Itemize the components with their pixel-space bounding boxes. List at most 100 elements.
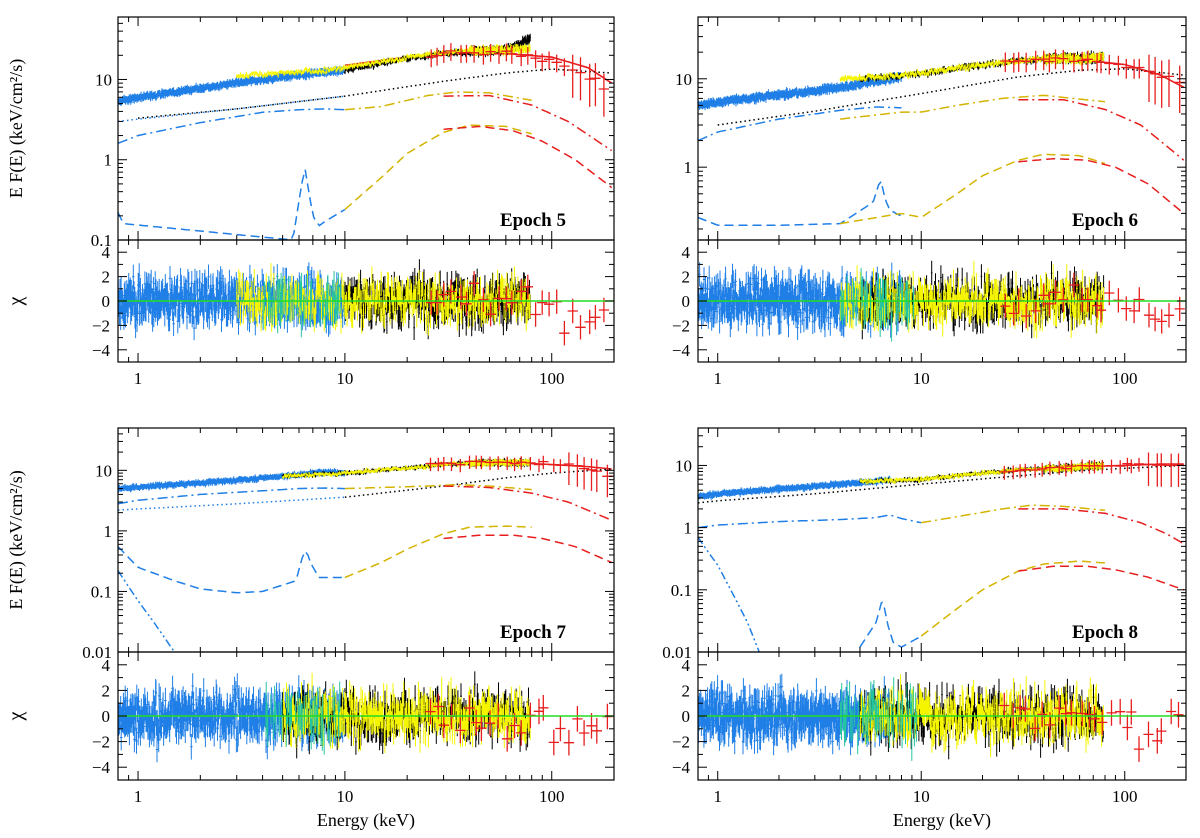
y-tick-label: 0.01: [662, 643, 692, 662]
y-tick-label: 0.01: [82, 643, 112, 662]
model-component-2: [698, 514, 922, 529]
model-component-6: [920, 560, 1106, 637]
residual-plot: [118, 671, 613, 763]
model-component-5: [698, 179, 902, 227]
model-component-2: [344, 468, 612, 498]
x-tick-label: 10: [913, 369, 930, 388]
resid-tick-label: 2: [682, 268, 691, 287]
resid-tick-label: −4: [92, 758, 111, 777]
spectrum-plot: [698, 452, 1185, 652]
x-tick-label: 100: [539, 787, 565, 806]
model-component-6: [840, 153, 1106, 225]
resid-axis-label: χ: [5, 296, 27, 306]
resid-tick-label: −4: [672, 758, 691, 777]
y-tick-label: 10: [95, 461, 112, 480]
x-tick-label: 1: [134, 787, 143, 806]
residual-overlap: [265, 681, 341, 755]
resid-tick-label: 0: [682, 707, 691, 726]
resid-tick-label: −2: [672, 733, 690, 752]
x-tick-label: 100: [1112, 369, 1138, 388]
model-component-5: [443, 485, 612, 521]
data-bat: [1000, 49, 1185, 113]
data-bat: [426, 43, 609, 117]
model-component-7: [1018, 565, 1185, 591]
y-tick-label: 0.1: [91, 582, 112, 601]
model-component-4: [1018, 98, 1185, 161]
resid-tick-label: 0: [682, 292, 691, 311]
model-component-6: [118, 169, 346, 240]
y-tick-label: 10: [95, 70, 112, 89]
y-tick-label: 0.1: [91, 231, 112, 250]
spectrum-frame: [117, 16, 615, 241]
resid-tick-label: 4: [682, 656, 691, 675]
model-component-8: [443, 534, 612, 564]
model-component-7: [344, 124, 532, 211]
resid-tick-label: 0: [102, 707, 111, 726]
epoch-label: Epoch 8: [1072, 622, 1138, 643]
model-component-4: [344, 483, 532, 491]
y-tick-label: 0.1: [671, 581, 692, 600]
x-axis-label: Energy (keV): [893, 810, 991, 831]
model-component-9: [118, 570, 176, 652]
panel-epoch-8: 1 10 100 0.01 0.1 1 10 −4 −2 0 2 4 Epoch 8 Energy (ke…: [662, 427, 1187, 831]
resid-axis-label: χ: [5, 711, 27, 721]
y-tick-label: 1: [104, 522, 113, 541]
model-component-2: [698, 106, 902, 142]
data-bat: [999, 452, 1184, 487]
resid-tick-label: 4: [682, 243, 691, 262]
x-tick-label: 100: [539, 369, 565, 388]
y-tick-label: 1: [684, 519, 693, 538]
model-component-5: [443, 94, 613, 152]
y-axis-label: E F(E) (keV/cm²/s): [6, 59, 27, 198]
panel-epoch-5: 1 10 100 0.1 1 10 −4 −2 0 2 4 Epoch 5 E F(E) (keV/cm…: [5, 16, 615, 388]
model-component-3: [118, 108, 345, 144]
spectrum-frame: [697, 16, 1187, 241]
model-component-5: [859, 601, 922, 648]
y-axis-label: E F(E) (keV/cm²/s): [6, 470, 27, 609]
resid-tick-label: −2: [92, 316, 110, 335]
x-tick-label: 100: [1112, 787, 1138, 806]
spectrum-plot: [118, 452, 613, 652]
x-axis-label: Energy (keV): [317, 810, 415, 831]
residual-plot: [698, 260, 1185, 342]
spectrum-frame: [697, 427, 1187, 653]
x-tick-label: 10: [336, 369, 353, 388]
residual-bat: [999, 692, 1184, 762]
epoch-label: Epoch 7: [500, 622, 566, 643]
y-tick-label: 1: [684, 158, 693, 177]
data-xrt: [698, 71, 903, 111]
model-component-7: [344, 525, 532, 579]
y-tick-label: 10: [675, 456, 692, 475]
model-component-1: [717, 68, 1184, 126]
panel-epoch-6: 1 10 100 1 10 −4 −2 0 2 4 Epoch 6: [672, 16, 1187, 388]
panel-epoch-7: 1 10 100 0.01 0.1 1 10 −4 −2 0 2 4 Epoch 7 E F(E) (ke…: [5, 427, 615, 831]
x-tick-label: 1: [713, 787, 722, 806]
model-component-1: [118, 496, 345, 511]
resid-tick-label: 2: [102, 268, 111, 287]
resid-tick-label: 2: [682, 681, 691, 700]
model-component-8: [443, 125, 613, 189]
resid-tick-label: 2: [102, 681, 111, 700]
y-tick-label: 10: [675, 70, 692, 89]
data-bat: [425, 452, 613, 498]
residual-bat: [426, 271, 609, 346]
resid-tick-label: 4: [102, 243, 111, 262]
residual-plot: [118, 259, 609, 346]
data-fpmb: [859, 461, 1105, 485]
resid-tick-label: −2: [92, 733, 110, 752]
data-fpmb: [839, 50, 1105, 82]
epoch-label: Epoch 6: [1072, 210, 1138, 231]
model-component-6: [118, 546, 345, 594]
residual-plot: [698, 672, 1184, 762]
model-component-1: [137, 68, 612, 119]
spectrum-plot: [698, 49, 1185, 227]
x-tick-label: 1: [134, 369, 143, 388]
model-component-7: [1018, 157, 1185, 214]
x-tick-label: 10: [336, 787, 353, 806]
y-tick-label: 1: [104, 151, 113, 170]
epoch-label: Epoch 5: [500, 210, 566, 231]
model-component-0: [344, 52, 613, 84]
data-xrt: [118, 468, 346, 493]
model-component-4: [344, 91, 532, 111]
